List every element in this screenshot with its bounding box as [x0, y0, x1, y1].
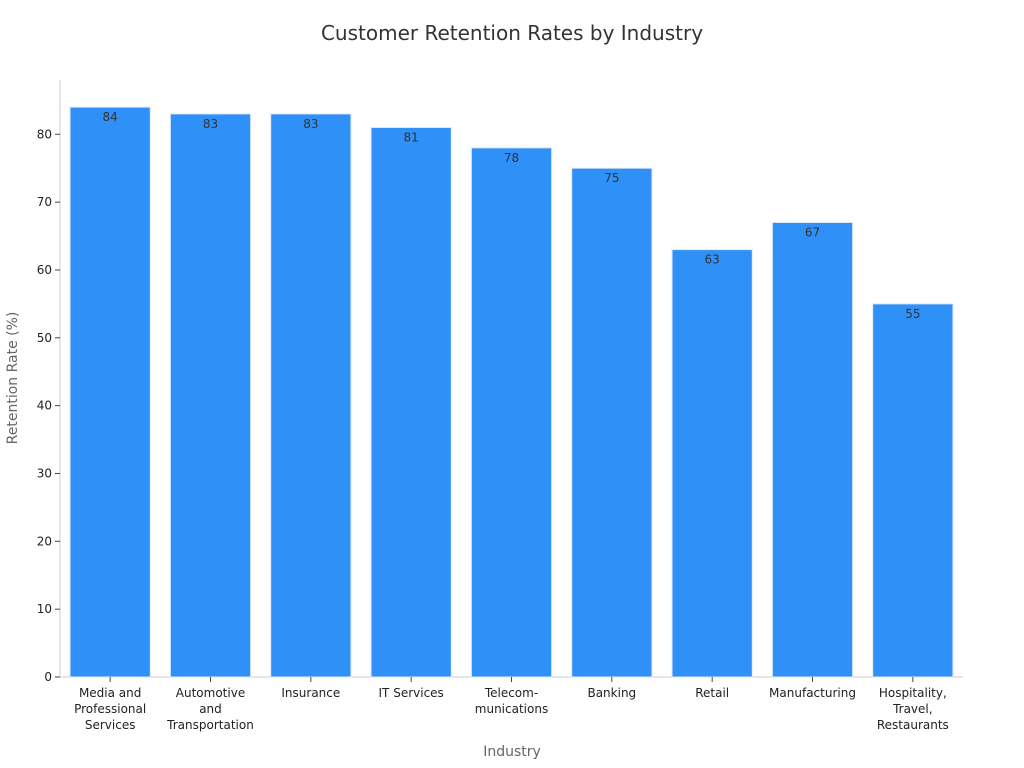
data-label: 78 — [504, 151, 519, 165]
data-label: 75 — [604, 171, 619, 185]
bar — [771, 221, 854, 678]
y-tick-label: 0 — [44, 670, 52, 684]
bar — [370, 126, 452, 678]
data-label: 67 — [805, 225, 820, 239]
y-tick-label: 70 — [37, 195, 52, 209]
y-tick-label: 80 — [37, 127, 52, 141]
x-tick-label: Banking — [587, 686, 636, 700]
bar — [571, 167, 653, 678]
x-tick-label: Retail — [695, 686, 729, 700]
y-tick-label: 30 — [37, 466, 52, 480]
x-tick-label: Manufacturing — [769, 686, 856, 700]
bar — [270, 113, 352, 678]
x-tick-label: Telecom-munications — [475, 686, 548, 716]
x-tick-label: Media and Professional Services — [74, 686, 146, 732]
x-tick-label: Automotive and Transportation — [166, 686, 254, 732]
y-ticks: 0 10 20 30 40 50 60 70 80 — [37, 127, 60, 684]
data-label: 83 — [203, 117, 218, 131]
y-tick-label: 40 — [37, 399, 52, 413]
data-label: 84 — [103, 110, 118, 124]
bar — [169, 113, 252, 678]
y-tick-label: 50 — [37, 331, 52, 345]
x-ticks: Media and Professional Services Automotive a… — [74, 677, 949, 732]
data-label: 55 — [905, 307, 920, 321]
y-tick-label: 60 — [37, 263, 52, 277]
y-tick-label: 10 — [37, 602, 52, 616]
data-labels: 84 83 83 81 78 75 63 67 55 — [103, 110, 921, 321]
bars — [69, 106, 954, 678]
bar — [470, 147, 553, 678]
x-tick-label: Hospitality, Travel, Restaurants — [877, 686, 949, 732]
bar — [872, 303, 954, 678]
data-label: 81 — [404, 130, 419, 144]
chart-title: Customer Retention Rates by Industry — [321, 21, 703, 45]
bar — [671, 249, 753, 678]
y-tick-label: 20 — [37, 534, 52, 548]
data-label: 83 — [303, 117, 318, 131]
bar — [69, 106, 151, 678]
x-tick-label: IT Services — [379, 686, 444, 700]
x-axis-label: Industry — [483, 744, 541, 760]
y-axis-label: Retention Rate (%) — [5, 312, 21, 445]
data-label: 63 — [705, 253, 720, 267]
x-tick-label: Insurance — [281, 686, 340, 700]
